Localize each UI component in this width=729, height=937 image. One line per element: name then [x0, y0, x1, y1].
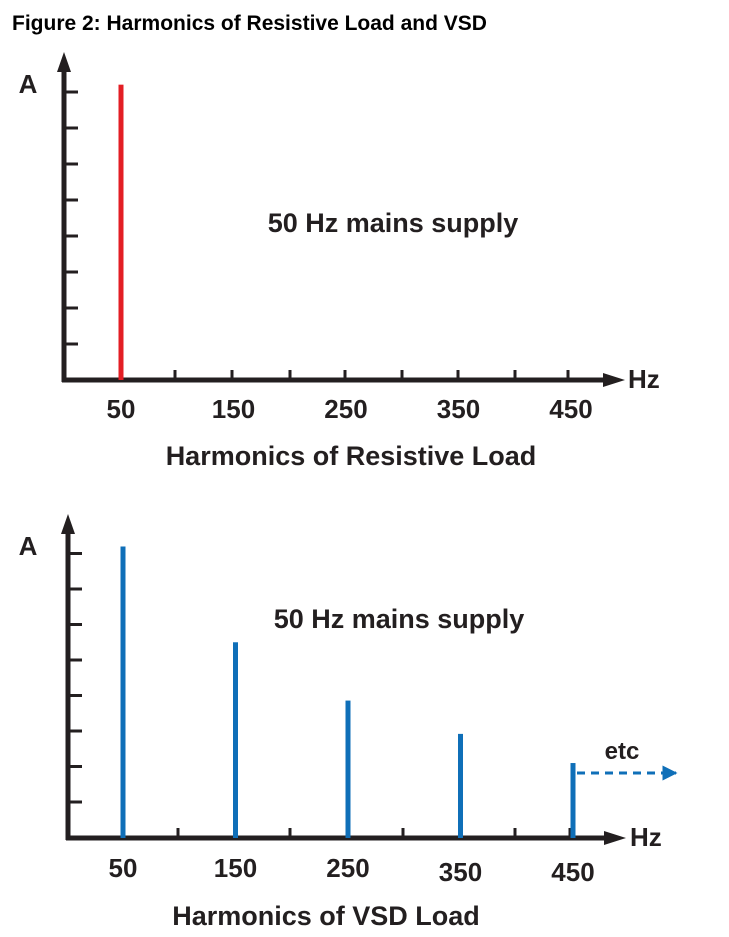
- harmonic-bar: [458, 733, 463, 838]
- x-tick-label: 450: [549, 394, 592, 424]
- harmonic-bar: [120, 546, 126, 838]
- harmonic-bar: [118, 84, 124, 380]
- annotation-text: 50 Hz mains supply: [274, 604, 525, 634]
- y-axis-label: A: [19, 69, 38, 99]
- x-tick-label: 50: [107, 394, 136, 424]
- harmonic-bar: [345, 700, 351, 838]
- harmonic-bar: [233, 642, 238, 838]
- x-axis-label: Hz: [630, 822, 662, 852]
- chart-title: Harmonics of Resistive Load: [166, 441, 537, 471]
- x-tick-label: 250: [324, 394, 367, 424]
- x-tick-label: 150: [214, 853, 257, 883]
- y-axis-arrow: [61, 514, 75, 534]
- x-axis-arrow: [604, 831, 626, 845]
- x-tick-label: 350: [439, 857, 482, 887]
- figure-title: Figure 2: Harmonics of Resistive Load an…: [12, 12, 487, 35]
- resistive-load-chart: A Hz 50 150 250 350 450 50 Hz mains supply Harmo…: [19, 52, 660, 471]
- x-axis-label: Hz: [628, 364, 660, 394]
- y-axis-label: A: [19, 531, 38, 561]
- y-axis-arrow: [57, 52, 71, 72]
- harmonic-bar: [570, 763, 576, 838]
- x-tick-label: 250: [326, 853, 369, 883]
- vsd-load-chart: A Hz 50 150 250 350 450 50 Hz mains supply Harmo…: [19, 514, 678, 931]
- chart-title: Harmonics of VSD Load: [172, 901, 480, 931]
- annotation-text: 50 Hz mains supply: [268, 208, 519, 238]
- x-tick-label: 350: [437, 394, 480, 424]
- x-axis-arrow: [603, 373, 625, 387]
- x-tick-label: 150: [212, 394, 255, 424]
- etc-label: etc: [605, 738, 640, 765]
- x-tick-label: 50: [109, 853, 138, 883]
- x-tick-label: 450: [551, 857, 594, 887]
